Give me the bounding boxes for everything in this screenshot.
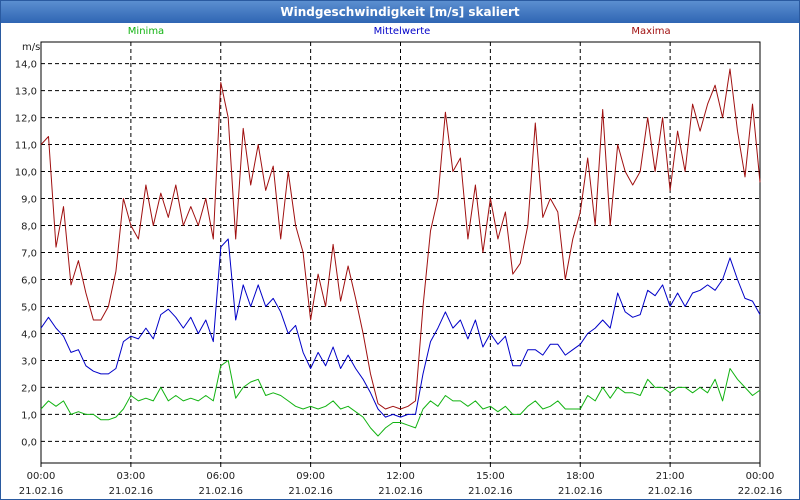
- x-tick-date: 21.02.16: [378, 486, 423, 497]
- y-tick-label: 5,0: [21, 302, 37, 313]
- x-tick-time: 00:00: [746, 471, 775, 482]
- x-tick-date: 21.02.16: [109, 486, 154, 497]
- x-tick-date: 21.02.16: [468, 486, 513, 497]
- x-tick-date: 22.02.16: [738, 486, 783, 497]
- y-tick-label: 9,0: [21, 195, 37, 206]
- x-tick-time: 03:00: [116, 471, 145, 482]
- x-tick-time: 18:00: [566, 471, 595, 482]
- axis-ticks: 0,0 1,0 2,0 3,0 4,0 5,0 6,0 7,0 8,0 9,0 10,0 11,0 12…: [15, 60, 783, 497]
- x-tick-date: 21.02.16: [19, 486, 64, 497]
- grid-lines: [40, 41, 761, 464]
- series-lines: [40, 68, 761, 437]
- y-tick-label: 7,0: [21, 249, 37, 260]
- legend-maxima: Maxima: [631, 26, 670, 37]
- x-tick-time: 06:00: [206, 471, 235, 482]
- window-title: Windgeschwindigkeit [m/s] skaliert: [1, 1, 799, 23]
- y-tick-label: 1,0: [21, 410, 37, 421]
- x-tick-time: 21:00: [656, 471, 685, 482]
- y-tick-label: 2,0: [21, 383, 37, 394]
- maxima-line: [40, 68, 761, 410]
- y-tick-label: 6,0: [21, 275, 37, 286]
- y-tick-label: 13,0: [15, 87, 37, 98]
- x-tick-date: 21.02.16: [198, 486, 243, 497]
- x-tick-date: 21.02.16: [648, 486, 693, 497]
- y-tick-label: 10,0: [15, 168, 37, 179]
- legend-minima: Minima: [128, 26, 164, 37]
- x-tick-time: 00:00: [27, 471, 56, 482]
- y-tick-label: 3,0: [21, 356, 37, 367]
- y-axis-label: m/s: [22, 42, 40, 53]
- legend-mittelwerte: Mittelwerte: [374, 26, 431, 37]
- minima-line: [40, 359, 761, 437]
- x-tick-time: 09:00: [296, 471, 325, 482]
- x-tick-time: 12:00: [386, 471, 415, 482]
- y-tick-label: 12,0: [15, 114, 37, 125]
- y-tick-label: 11,0: [15, 141, 37, 152]
- y-tick-label: 8,0: [21, 222, 37, 233]
- x-tick-date: 21.02.16: [558, 486, 603, 497]
- mittelwerte-line: [40, 238, 761, 418]
- x-tick-date: 21.02.16: [288, 486, 333, 497]
- x-tick-time: 15:00: [476, 471, 505, 482]
- y-tick-label: 14,0: [15, 60, 37, 71]
- y-tick-label: 4,0: [21, 329, 37, 340]
- y-tick-label: 0,0: [21, 437, 37, 448]
